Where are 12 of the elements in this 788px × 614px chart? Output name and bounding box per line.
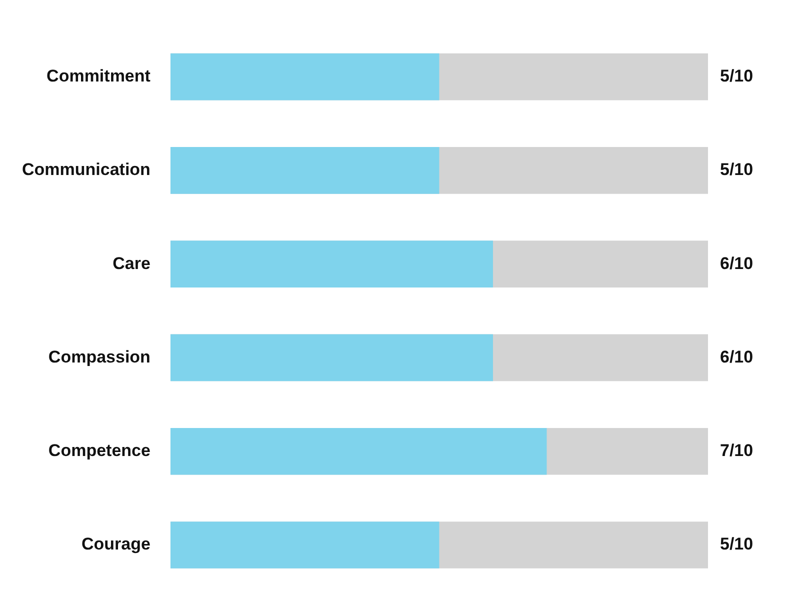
y-tick-label: Care bbox=[112, 254, 150, 273]
y-tick-label: Competence bbox=[48, 441, 150, 460]
data-label: 5/10 bbox=[720, 66, 754, 86]
y-tick-label: Courage bbox=[81, 534, 150, 554]
data-label: 6/10 bbox=[720, 347, 754, 366]
data-label: 6/10 bbox=[720, 254, 754, 273]
data-label: 7/10 bbox=[720, 441, 754, 460]
data-label: 5/10 bbox=[720, 534, 754, 554]
y-tick-label: Commitment bbox=[46, 66, 151, 86]
y-tick-label: Communication bbox=[22, 160, 150, 180]
y-tick-label: Compassion bbox=[48, 347, 150, 366]
data-label: 5/10 bbox=[720, 160, 754, 180]
